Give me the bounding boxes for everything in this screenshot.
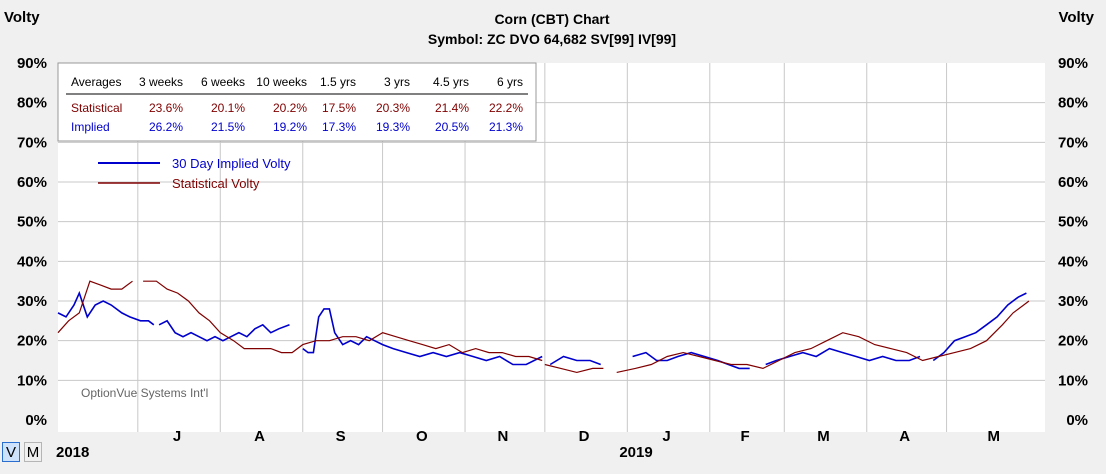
watermark-text: OptionVue Systems Int'l — [81, 386, 208, 400]
volatility-view-button[interactable]: V — [2, 442, 20, 462]
year-label-2018: 2018 — [56, 444, 89, 461]
averages-table-cells: Averages 3 weeks 6 weeks 10 weeks 1.5 yrs 3 y… — [71, 75, 523, 134]
y-tick-label-left: 30% — [17, 293, 47, 310]
y-tick-label-left: 0% — [25, 412, 47, 429]
legend: 30 Day Implied Volty Statistical Volty — [98, 156, 291, 191]
y-axis-label-right: Volty — [1058, 9, 1094, 26]
averages-table-box — [57, 62, 537, 142]
month-label: J — [173, 428, 181, 445]
implied-volty-line-segment-6 — [932, 292, 1027, 362]
month-label: M — [817, 428, 830, 445]
averages-row-label: Implied — [71, 120, 110, 134]
y-tick-label-left: 40% — [17, 253, 47, 270]
y-tick-label-right: 10% — [1058, 372, 1088, 389]
implied-volty-line-segment-1 — [158, 319, 290, 342]
month-label: A — [899, 428, 910, 445]
y-tick-label-left: 80% — [17, 95, 47, 112]
averages-header-cell: Averages — [71, 75, 121, 89]
month-label: J — [662, 428, 670, 445]
x-ticks: J A S O N D J F M A M 2019 — [173, 428, 1000, 461]
implied-volty-line-segment-2 — [302, 308, 543, 366]
month-label: D — [579, 428, 590, 445]
month-label: O — [416, 428, 428, 445]
chart-subtitle: Symbol: ZC DVO 64,682 SV[99] IV[99] — [428, 31, 676, 47]
averages-header-cell: 3 weeks — [139, 75, 183, 89]
averages-header-cell: 10 weeks — [256, 75, 307, 89]
statistical-volty-line-segment-1 — [143, 280, 543, 362]
averages-value-cell: 26.2% — [149, 120, 183, 134]
averages-table: Averages 3 weeks 6 weeks 10 weeks 1.5 yrs 3 y… — [57, 62, 537, 142]
averages-value-cell: 20.3% — [376, 101, 410, 115]
statistical-volty-line-segment-3 — [616, 300, 1030, 373]
y-tick-label-right: 40% — [1058, 253, 1088, 270]
y-tick-label-right: 30% — [1058, 293, 1088, 310]
averages-header-cell: 1.5 yrs — [320, 75, 356, 89]
statistical-volty-line-segment-0 — [57, 280, 133, 334]
implied-volty-line-segment-0 — [57, 290, 155, 326]
month-label: F — [740, 428, 749, 445]
y-tick-label-left: 90% — [17, 55, 47, 72]
implied-volty-line-segment-3 — [549, 355, 601, 366]
y-tick-label-left: 10% — [17, 372, 47, 389]
averages-value-cell: 21.5% — [211, 120, 245, 134]
averages-header-cell: 6 yrs — [497, 75, 523, 89]
y-tick-label-right: 70% — [1058, 134, 1088, 151]
year-label-2019: 2019 — [619, 444, 652, 461]
month-label: M — [988, 428, 1001, 445]
averages-value-cell: 23.6% — [149, 101, 183, 115]
month-label: N — [498, 428, 509, 445]
y-tick-label-right: 20% — [1058, 333, 1088, 350]
averages-value-cell: 20.1% — [211, 101, 245, 115]
series-lines — [57, 280, 1030, 374]
averages-header-cell: 3 yrs — [384, 75, 410, 89]
y-tick-label-right: 50% — [1058, 214, 1088, 231]
averages-value-cell: 21.4% — [435, 101, 469, 115]
averages-header-cell: 6 weeks — [201, 75, 245, 89]
y-tick-label-left: 60% — [17, 174, 47, 191]
legend-label-statistical: Statistical Volty — [172, 176, 260, 191]
chart-title: Corn (CBT) Chart — [494, 11, 609, 27]
y-ticks-right: 0% 10% 20% 30% 40% 50% 60% 70% 80% 90% — [1058, 55, 1088, 429]
legend-label-implied: 30 Day Implied Volty — [172, 156, 291, 171]
y-tick-label-left: 50% — [17, 214, 47, 231]
averages-value-cell: 20.2% — [273, 101, 307, 115]
y-tick-label-left: 20% — [17, 333, 47, 350]
y-ticks-left: 0% 10% 20% 30% 40% 50% 60% 70% 80% 90% — [17, 55, 47, 429]
averages-value-cell: 17.3% — [322, 120, 356, 134]
month-label: S — [336, 428, 346, 445]
implied-volty-line-segment-5 — [765, 347, 921, 366]
averages-row-label: Statistical — [71, 101, 122, 115]
y-tick-label-right: 60% — [1058, 174, 1088, 191]
y-tick-label-right: 0% — [1066, 412, 1088, 429]
month-label: A — [254, 428, 265, 445]
y-axis-label-left: Volty — [4, 9, 40, 26]
averages-value-cell: 19.2% — [273, 120, 307, 134]
y-tick-label-left: 70% — [17, 134, 47, 151]
averages-value-cell: 22.2% — [489, 101, 523, 115]
averages-value-cell: 19.3% — [376, 120, 410, 134]
averages-value-cell: 21.3% — [489, 120, 523, 134]
implied-volty-line-segment-4 — [632, 351, 750, 370]
statistical-volty-line-segment-2 — [544, 363, 604, 374]
y-tick-label-right: 90% — [1058, 55, 1088, 72]
y-tick-label-right: 80% — [1058, 95, 1088, 112]
averages-value-cell: 17.5% — [322, 101, 356, 115]
averages-value-cell: 20.5% — [435, 120, 469, 134]
m-view-button[interactable]: M — [24, 442, 42, 462]
averages-header-cell: 4.5 yrs — [433, 75, 469, 89]
